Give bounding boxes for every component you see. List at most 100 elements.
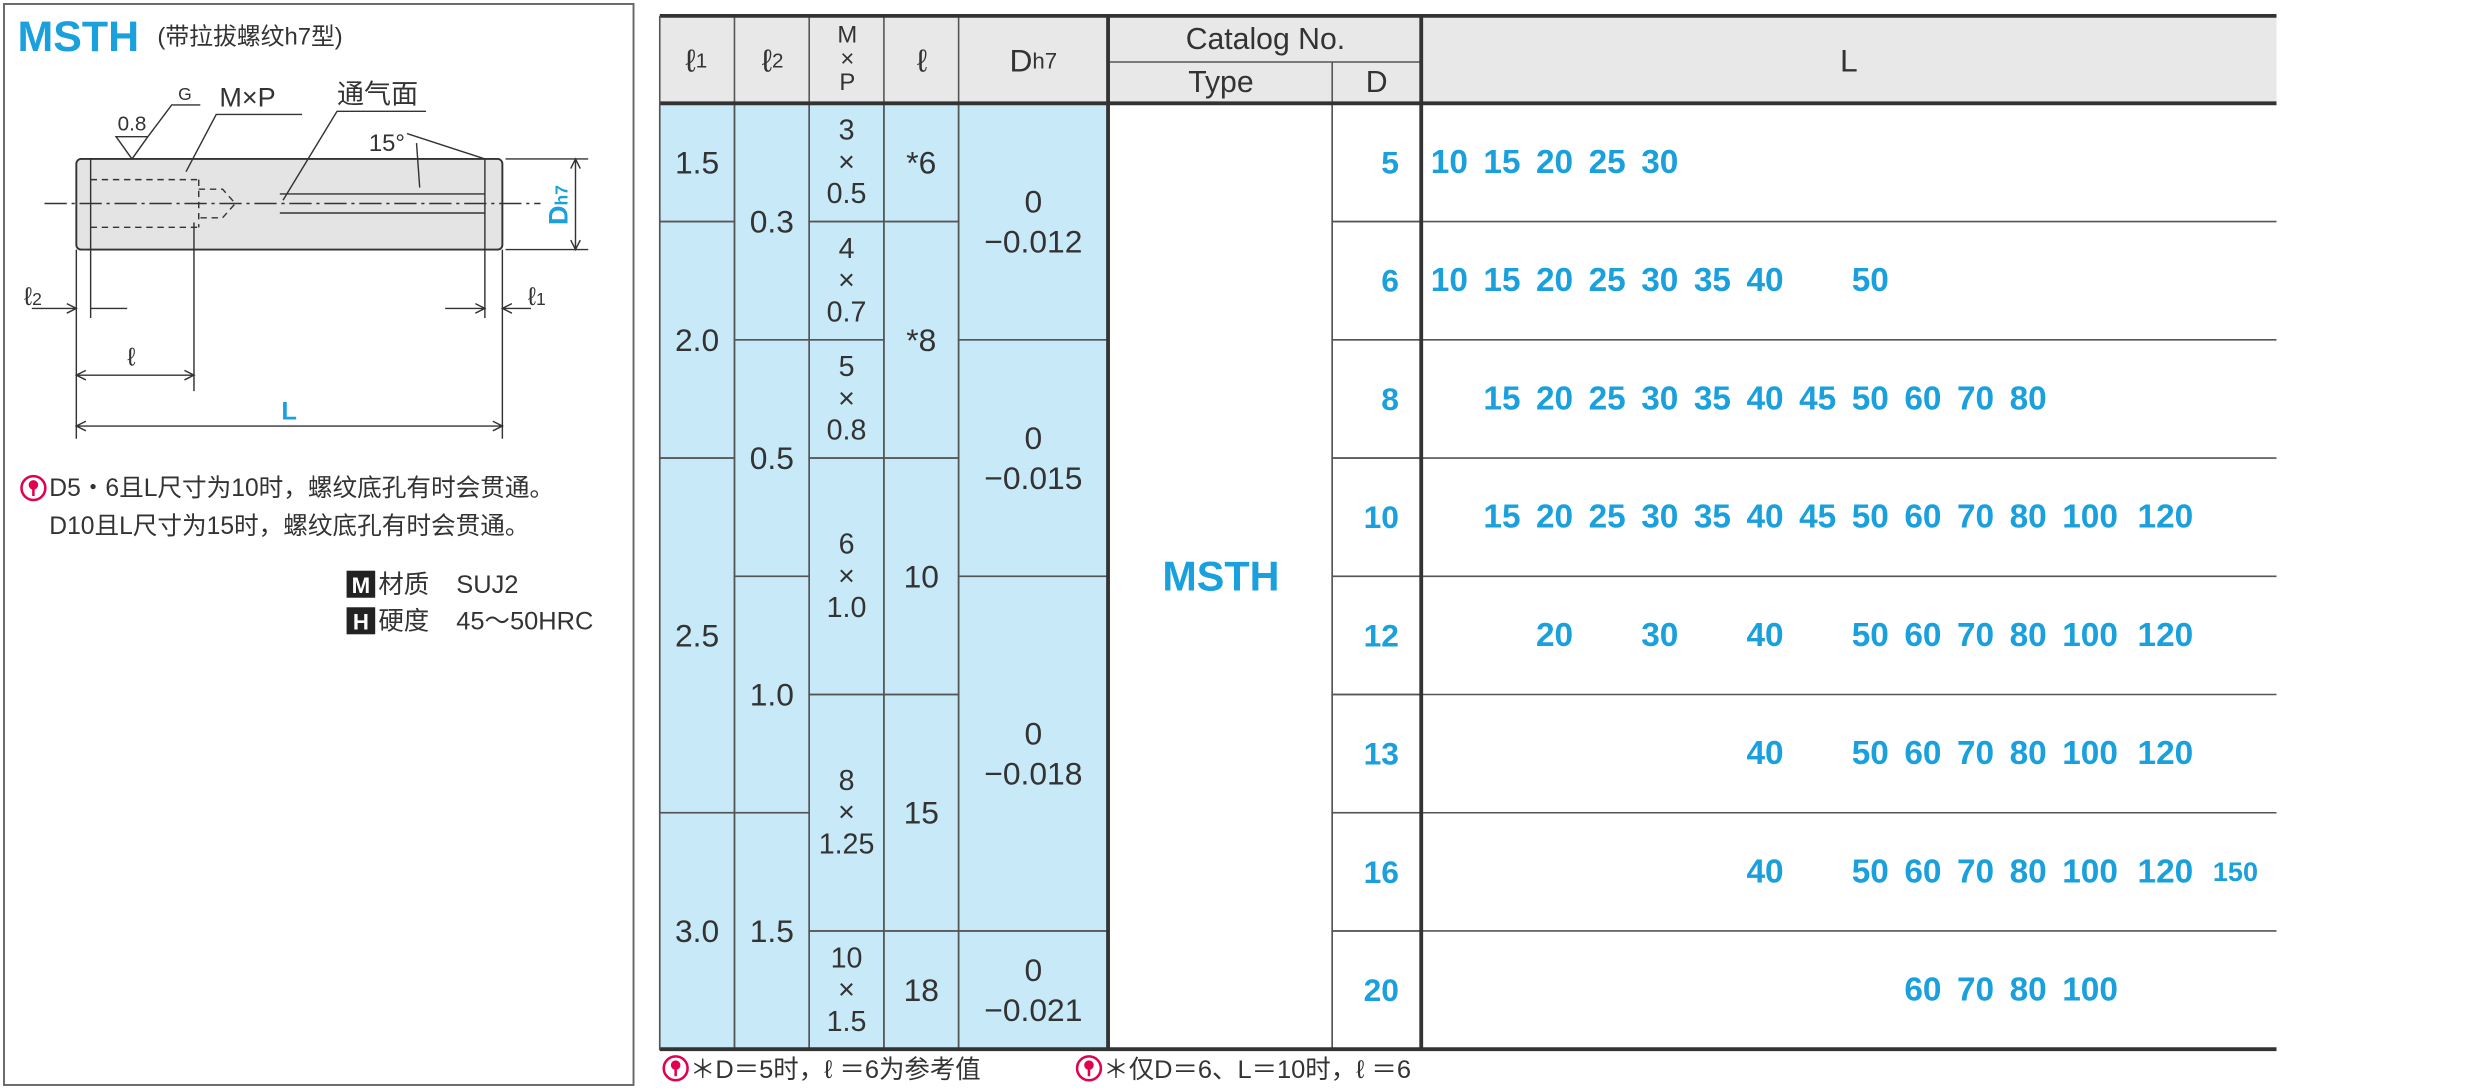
roughness-value: 0.8 [118, 112, 147, 135]
mp-cell: 5 [839, 351, 855, 383]
length-value: 100 [2062, 853, 2118, 890]
mp-cell: 1.5 [827, 1006, 867, 1038]
length-value: 40 [1746, 735, 1783, 772]
length-value: 70 [1957, 617, 1994, 654]
l-cell: 15 [904, 795, 939, 831]
header-mp: × [840, 45, 854, 72]
header-dh7-main: D [1009, 42, 1032, 78]
diameter-sub: h7 [552, 185, 572, 205]
length-value: 70 [1957, 735, 1994, 772]
length-value: 45 [1799, 499, 1836, 536]
footnote: ＊D＝5时，ℓ ＝6为参考值 [690, 1056, 981, 1084]
length-value: 15 [1483, 499, 1520, 536]
d-cell: 16 [1364, 854, 1399, 890]
length-value: 120 [2138, 499, 2194, 536]
length-value: 60 [1904, 972, 1941, 1009]
length-value: 20 [1536, 144, 1573, 181]
dh7-cell: −0.012 [984, 223, 1082, 259]
length-value: 100 [2062, 735, 2118, 772]
length-value: 40 [1746, 617, 1783, 654]
type-cell: MSTH [1162, 553, 1279, 599]
product-title: MSTH [18, 13, 140, 61]
header-dh7: Dh7 [1009, 42, 1057, 78]
length-value: 70 [1957, 853, 1994, 890]
mp-cell: × [838, 146, 855, 178]
dh7-cell: −0.021 [984, 992, 1082, 1028]
length-value: 120 [2138, 617, 2194, 654]
length-value: 45 [1799, 380, 1836, 417]
l1-label: ℓ1 [528, 283, 546, 311]
mp-cell: 6 [839, 528, 855, 560]
length-value: 50 [1852, 617, 1889, 654]
length-value: 40 [1746, 380, 1783, 417]
mp-cell: 1.0 [827, 592, 867, 624]
d-cell: 20 [1364, 972, 1399, 1008]
length-value: 35 [1694, 499, 1731, 536]
spec-icon-bg [346, 570, 376, 598]
length-value: 15 [1483, 380, 1520, 417]
spec-icon: M [352, 573, 371, 598]
length-value: 40 [1746, 499, 1783, 536]
length-value: 10 [1431, 144, 1468, 181]
header-l: ℓ [917, 42, 927, 78]
length-value: 20 [1536, 262, 1573, 299]
pin-drawing [31, 104, 589, 439]
mp-cell: × [838, 974, 855, 1006]
l2-cell: 1.0 [750, 677, 794, 713]
length-value: 70 [1957, 972, 1994, 1009]
finish-symbol: G [178, 84, 192, 104]
l1-cell: 2.5 [675, 617, 719, 653]
dh7-cell: 0 [1024, 184, 1042, 220]
spec-value: 45～50HRC [456, 608, 593, 636]
spec-label: 材质 [378, 571, 429, 599]
mp-cell: × [838, 265, 855, 297]
length-value: 120 [2138, 853, 2194, 890]
header-l2-main: ℓ [762, 42, 772, 78]
l1-sub: 1 [536, 289, 546, 309]
note-line: D10且L尺寸为15时，螺纹底孔有时会贯通。 [49, 512, 529, 540]
length-value: 100 [2062, 617, 2118, 654]
l2-sub: 2 [32, 289, 42, 309]
length-value: 50 [1852, 853, 1889, 890]
length-label: L [281, 398, 297, 426]
length-value: 80 [2010, 853, 2047, 890]
length-value: 60 [1904, 617, 1941, 654]
mp-cell: × [838, 383, 855, 415]
footnote: ＊仅D＝6、L＝10时，ℓ ＝6 [1103, 1056, 1411, 1084]
l2-cell: 0.5 [750, 440, 794, 476]
header-l1-main: ℓ [685, 42, 695, 78]
length-value: 100 [2062, 972, 2118, 1009]
header-l2: ℓ2 [762, 42, 784, 78]
d-cell: 6 [1381, 263, 1399, 299]
length-value: 50 [1852, 262, 1889, 299]
l1-cell: 3.0 [675, 913, 719, 949]
warning-icon [20, 474, 47, 502]
d-cell: 10 [1364, 499, 1399, 535]
length-value: 120 [2138, 735, 2194, 772]
l1-main: ℓ [528, 283, 537, 311]
length-value: 60 [1904, 853, 1941, 890]
length-value: 30 [1641, 144, 1678, 181]
vent-label: 通气面 [337, 79, 418, 109]
length-value: 80 [2010, 972, 2047, 1009]
header-l1: ℓ1 [685, 42, 707, 78]
length-value: 60 [1904, 380, 1941, 417]
length-value: 80 [2010, 735, 2047, 772]
length-value: 50 [1852, 499, 1889, 536]
length-value: 25 [1589, 499, 1626, 536]
length-value: 25 [1589, 144, 1626, 181]
d-cell: 12 [1364, 617, 1399, 653]
table-cells: 1.52.02.53.00.30.51.01.53×0.54×0.75×0.86… [658, 13, 2277, 1052]
length-value: 50 [1852, 735, 1889, 772]
angle-label: 15° [369, 130, 405, 157]
l2-cell: 1.5 [750, 913, 794, 949]
diameter-main: D [544, 206, 574, 226]
length-value: 35 [1694, 262, 1731, 299]
d-cell: 13 [1364, 736, 1399, 772]
header-dh7-sub: h7 [1032, 48, 1057, 73]
spec-label: 硬度 [378, 608, 429, 636]
mp-cell: × [838, 560, 855, 592]
mp-cell: 3 [839, 115, 855, 147]
